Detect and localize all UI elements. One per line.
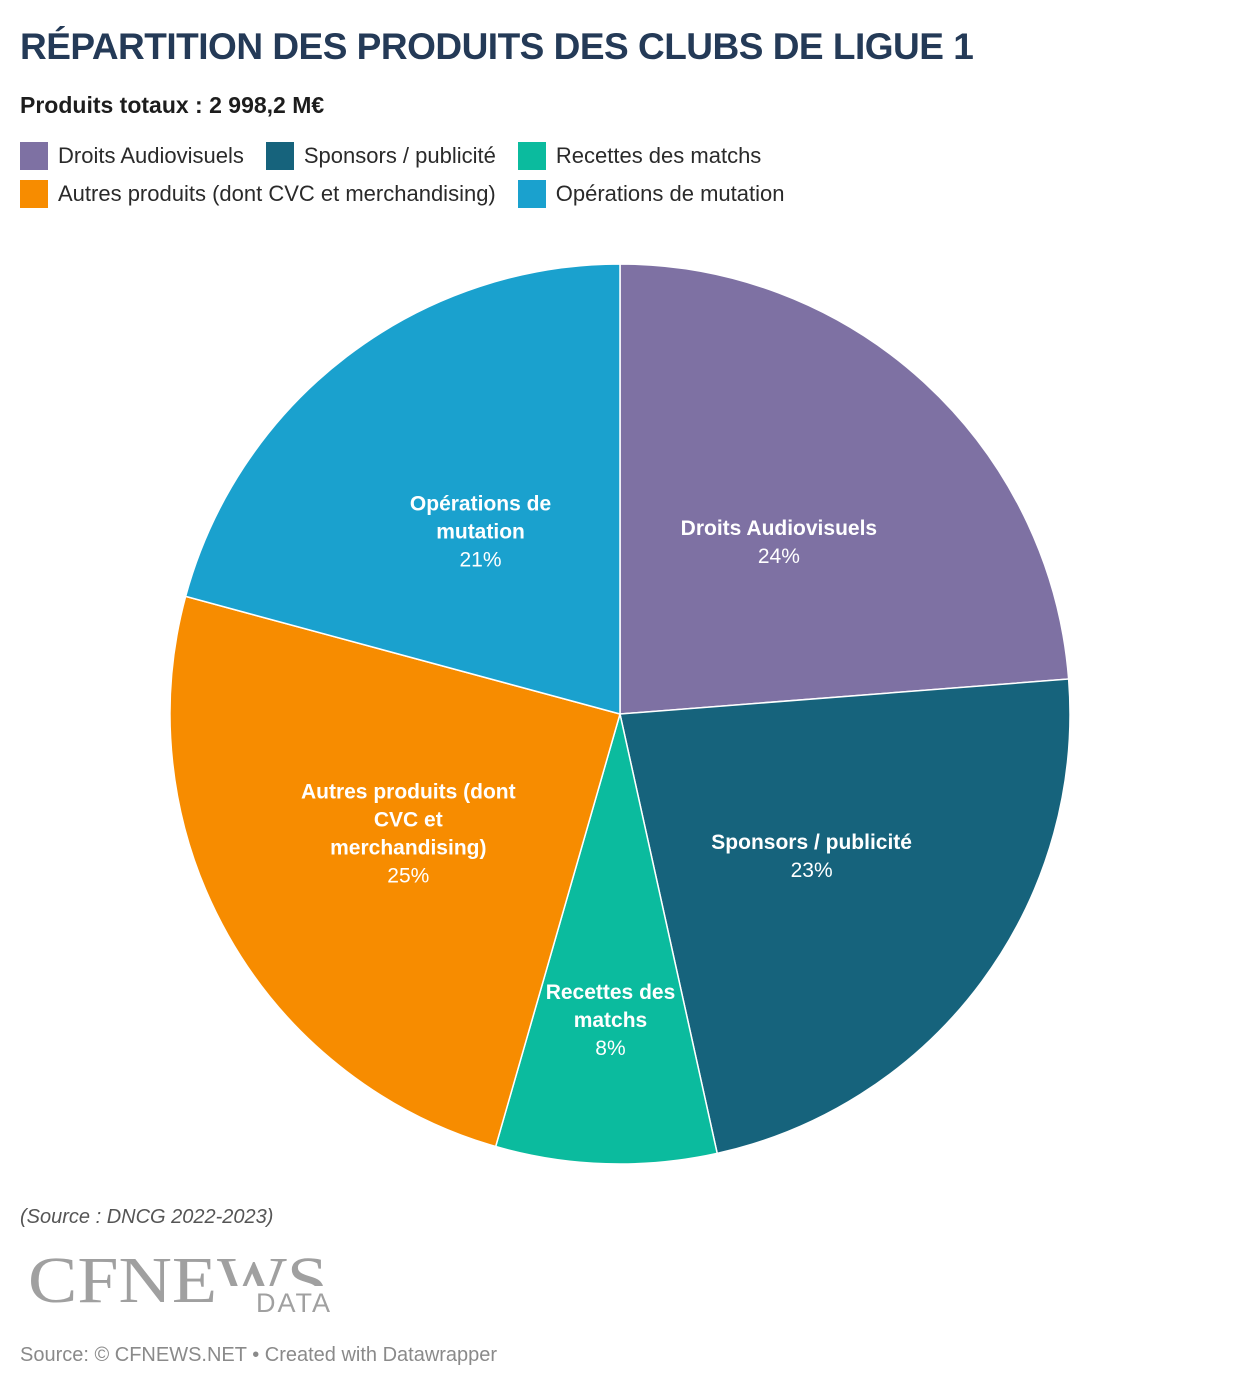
legend-item: Droits Audiovisuels [20,142,244,170]
slice-label-name: mutation [436,521,525,544]
pie-slice [184,263,621,715]
slice-label: Recettes des matchs 8% [546,981,676,1060]
slice-label-name: Recettes des [546,981,676,1004]
legend-item: Opérations de mutation [517,180,785,208]
legend-swatch [517,142,546,170]
chart-subtitle: Produits totaux : 2 998,2 M€ [20,92,325,118]
legend-item: Recettes des matchs [517,142,762,170]
slice-label: Sponsors / publicité 23% [711,831,912,882]
pie-chart: Droits Audiovisuels 24% Sponsors / publici… [169,263,1071,1165]
slice-label-value: 23% [791,859,833,882]
pie-slice [169,595,621,1148]
chart-title: RÉPARTITION DES PRODUITS DES CLUBS DE LI… [20,26,974,67]
pie-slice [619,263,1070,715]
chart-legend: Droits Audiovisuels Sponsors / publicité R… [20,142,1020,208]
footer-credit: Source: © CFNEWS.NET • Created with Data… [20,1344,498,1366]
legend-swatch [265,142,294,170]
legend-label: Droits Audiovisuels [58,143,244,168]
slice-label: Autres produits (dont CVC et merchandising… [301,780,516,887]
legend-item: Autres produits (dont CVC et merchandisi… [20,180,496,208]
logo-sub-text: DATA [256,1288,332,1316]
slice-label-value: 24% [758,545,800,568]
legend-swatch [20,142,48,170]
legend-label: Recettes des matchs [555,143,762,168]
source-note: (Source : DNCG 2022-2023) [20,1206,274,1228]
pie-slice [619,678,1071,1155]
slice-label-value: 21% [460,549,502,572]
slice-label-value: 8% [595,1037,625,1060]
slice-label-name: CVC et [374,808,443,831]
slice-label-name: matchs [574,1009,648,1032]
slice-label-name: Opérations de [410,493,551,516]
slice-label-name: Sponsors / publicité [711,831,912,854]
slice-label-name: Autres produits (dont [301,780,516,803]
slice-label-name: Droits Audiovisuels [681,517,877,540]
legend-item: Sponsors / publicité [265,142,496,170]
slice-label-value: 25% [387,864,429,887]
pie-slice [494,713,719,1165]
legend-label: Autres produits (dont CVC et merchandisi… [58,181,496,206]
cfnews-data-logo: CFNEWS DATA [28,1246,338,1316]
legend-swatch [517,180,546,208]
slice-label: Opérations de mutation 21% [410,493,551,572]
slice-label: Droits Audiovisuels 24% [681,517,877,568]
legend-swatch [20,180,48,208]
legend-label: Opérations de mutation [555,181,785,206]
slice-label-name: merchandising) [330,836,486,859]
legend-label: Sponsors / publicité [303,143,496,168]
